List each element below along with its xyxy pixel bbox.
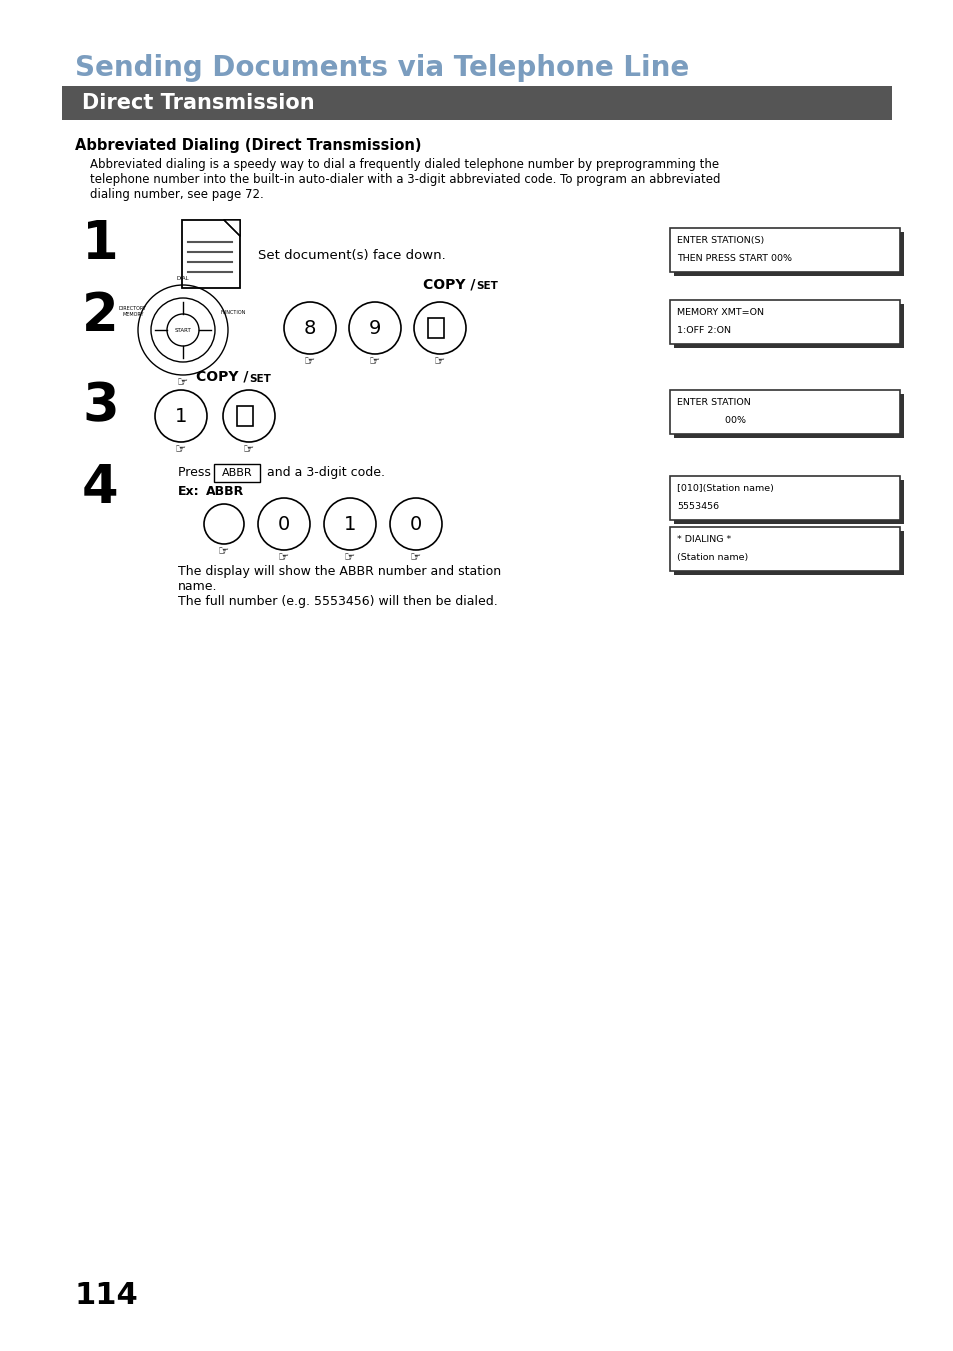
Bar bbox=[669, 228, 899, 272]
Text: 9: 9 bbox=[369, 319, 381, 338]
Text: 1:OFF 2:ON: 1:OFF 2:ON bbox=[677, 326, 730, 335]
Text: Press: Press bbox=[178, 466, 214, 480]
Bar bbox=[669, 390, 899, 434]
Text: THEN PRESS START 00%: THEN PRESS START 00% bbox=[677, 254, 791, 262]
Text: DIRECTORY: DIRECTORY bbox=[119, 305, 147, 311]
Text: ABBR: ABBR bbox=[221, 467, 252, 478]
Text: ENTER STATION: ENTER STATION bbox=[677, 399, 750, 407]
Ellipse shape bbox=[284, 303, 335, 354]
Text: 8: 8 bbox=[303, 319, 315, 338]
Text: ☞: ☞ bbox=[344, 551, 355, 563]
Bar bbox=[182, 220, 240, 288]
Text: telephone number into the built-in auto-dialer with a 3-digit abbreviated code. : telephone number into the built-in auto-… bbox=[90, 173, 720, 186]
Text: 0: 0 bbox=[410, 515, 421, 534]
Text: 2: 2 bbox=[82, 290, 118, 342]
Bar bbox=[673, 480, 903, 524]
Bar bbox=[62, 86, 891, 120]
Text: MEMORY XMT=ON: MEMORY XMT=ON bbox=[677, 308, 763, 317]
Text: SET: SET bbox=[476, 281, 497, 290]
Text: DIAL: DIAL bbox=[176, 276, 189, 281]
Text: ☞: ☞ bbox=[410, 551, 421, 563]
Text: ☞: ☞ bbox=[434, 355, 445, 367]
Text: 00%: 00% bbox=[677, 416, 745, 424]
Text: 0: 0 bbox=[277, 515, 290, 534]
Ellipse shape bbox=[390, 499, 441, 550]
Ellipse shape bbox=[223, 390, 274, 442]
Ellipse shape bbox=[257, 499, 310, 550]
Ellipse shape bbox=[167, 313, 199, 346]
Text: ENTER STATION(S): ENTER STATION(S) bbox=[677, 236, 763, 245]
Text: COPY /: COPY / bbox=[195, 370, 248, 384]
Bar bbox=[428, 317, 443, 338]
Ellipse shape bbox=[324, 499, 375, 550]
Text: COPY /: COPY / bbox=[422, 277, 475, 290]
Ellipse shape bbox=[349, 303, 400, 354]
Polygon shape bbox=[224, 220, 240, 236]
Text: ABBR: ABBR bbox=[206, 485, 244, 499]
Bar bbox=[669, 300, 899, 345]
Ellipse shape bbox=[204, 504, 244, 544]
Text: ☞: ☞ bbox=[369, 355, 380, 367]
Text: ☞: ☞ bbox=[304, 355, 315, 367]
Text: 1: 1 bbox=[343, 515, 355, 534]
Text: Ex:: Ex: bbox=[178, 485, 199, 499]
Text: SET: SET bbox=[249, 374, 271, 384]
Text: 5553456: 5553456 bbox=[677, 501, 719, 511]
Text: 114: 114 bbox=[75, 1281, 138, 1310]
Text: Abbreviated dialing is a speedy way to dial a frequently dialed telephone number: Abbreviated dialing is a speedy way to d… bbox=[90, 158, 719, 172]
Text: ☞: ☞ bbox=[175, 443, 187, 457]
Bar bbox=[236, 407, 253, 426]
Bar bbox=[673, 304, 903, 349]
Ellipse shape bbox=[414, 303, 465, 354]
Text: Sending Documents via Telephone Line: Sending Documents via Telephone Line bbox=[75, 54, 688, 82]
Text: ☞: ☞ bbox=[177, 376, 189, 389]
Text: [010](Station name): [010](Station name) bbox=[677, 484, 773, 493]
Text: Set document(s) face down.: Set document(s) face down. bbox=[257, 249, 445, 262]
Text: 1: 1 bbox=[174, 407, 187, 426]
Text: MEMORY: MEMORY bbox=[122, 312, 144, 317]
Text: 4: 4 bbox=[82, 462, 118, 513]
Text: 1: 1 bbox=[82, 218, 118, 270]
Text: and a 3-digit code.: and a 3-digit code. bbox=[263, 466, 385, 480]
Text: The display will show the ABBR number and station: The display will show the ABBR number an… bbox=[178, 565, 500, 578]
Text: dialing number, see page 72.: dialing number, see page 72. bbox=[90, 188, 263, 201]
Text: START: START bbox=[174, 327, 192, 332]
Text: Direct Transmission: Direct Transmission bbox=[82, 93, 314, 113]
Text: * DIALING *: * DIALING * bbox=[677, 535, 731, 544]
Text: The full number (e.g. 5553456) will then be dialed.: The full number (e.g. 5553456) will then… bbox=[178, 594, 497, 608]
Text: (Station name): (Station name) bbox=[677, 553, 747, 562]
Text: 3: 3 bbox=[82, 380, 118, 432]
Bar bbox=[669, 476, 899, 520]
Bar bbox=[673, 531, 903, 576]
Text: FUNCTION: FUNCTION bbox=[220, 309, 246, 315]
Text: Abbreviated Dialing (Direct Transmission): Abbreviated Dialing (Direct Transmission… bbox=[75, 138, 421, 153]
Bar bbox=[673, 232, 903, 276]
Bar bbox=[669, 527, 899, 571]
Bar bbox=[213, 463, 260, 482]
Text: name.: name. bbox=[178, 580, 217, 593]
Text: ☞: ☞ bbox=[218, 544, 230, 558]
Ellipse shape bbox=[154, 390, 207, 442]
Text: ☞: ☞ bbox=[278, 551, 290, 563]
Text: ☞: ☞ bbox=[243, 443, 254, 457]
Bar bbox=[673, 394, 903, 438]
